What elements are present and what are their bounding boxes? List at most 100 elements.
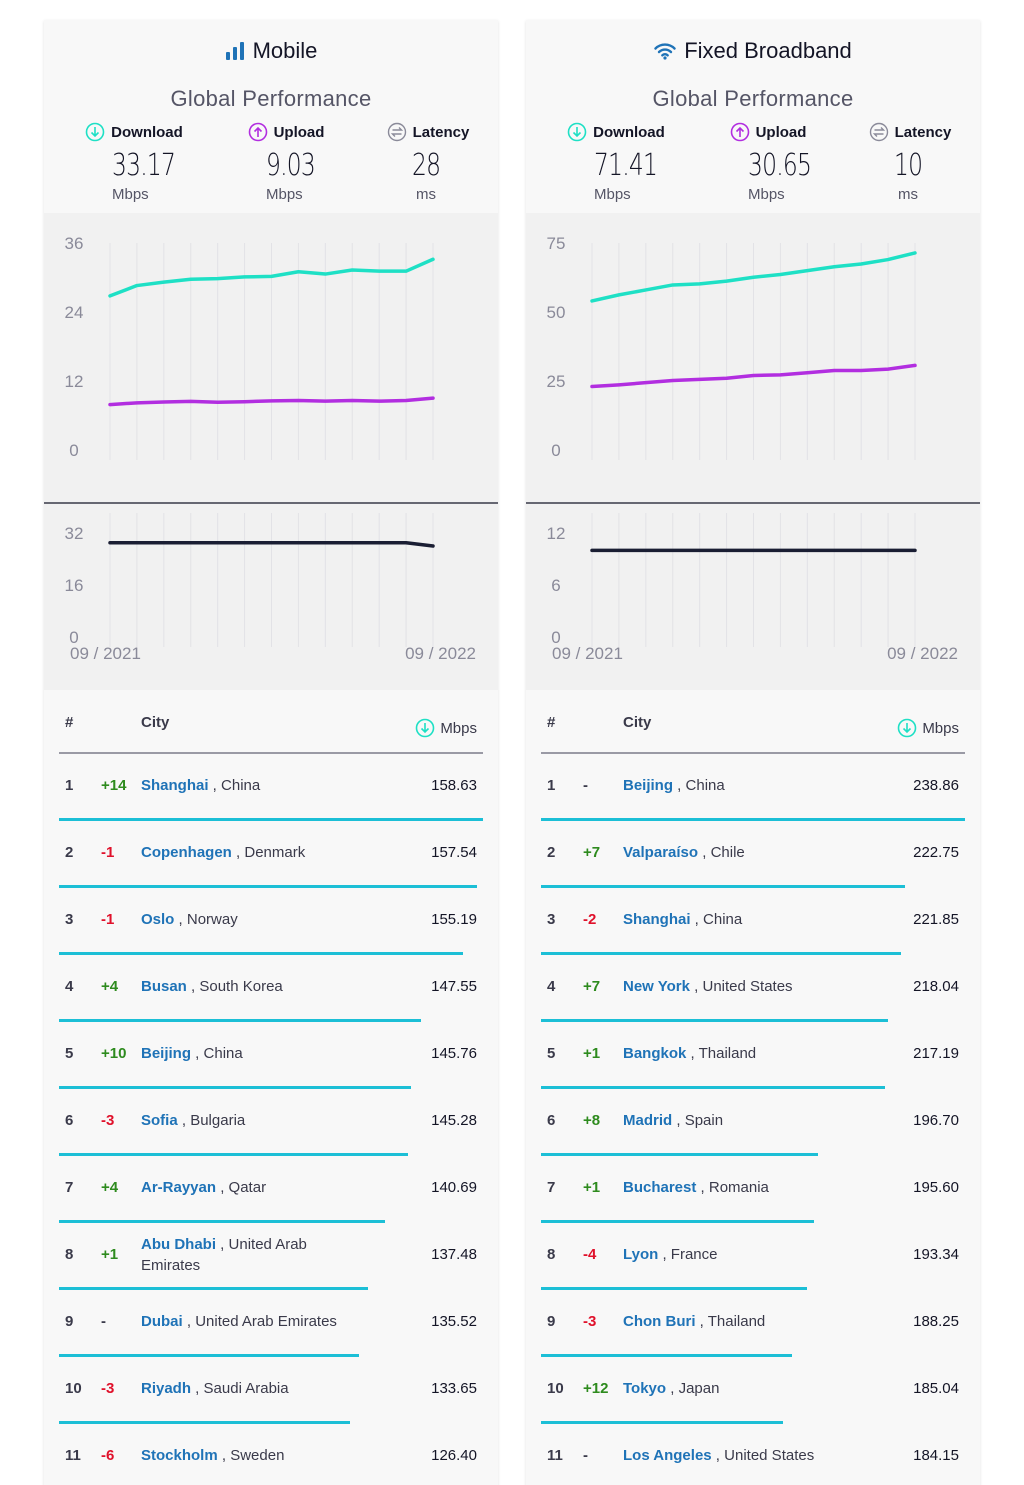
table-row[interactable]: 2 +7 Valparaíso , Chile 222.75 — [541, 821, 965, 888]
row-city: New York , United States — [623, 955, 833, 1018]
table-row[interactable]: 11 -6 Stockholm , Sweden 126.40 — [59, 1424, 483, 1485]
city-header[interactable]: City — [141, 714, 170, 731]
chart-svg: 0 25 50 75 0 6 12 09 / 2021 09 / 2022 — [526, 234, 980, 663]
row-city: Tokyo , Japan — [623, 1357, 833, 1420]
city-link[interactable]: New York — [623, 978, 690, 995]
city-header[interactable]: City — [623, 714, 652, 731]
row-city: Shanghai , China — [623, 888, 833, 951]
upload-value: 30.65 — [748, 148, 812, 183]
city-separator: , — [695, 1313, 708, 1330]
row-rank-change: -1 — [101, 911, 115, 928]
table-row[interactable]: 3 -1 Oslo , Norway 155.19 — [59, 888, 483, 955]
series-upload-line[interactable] — [590, 363, 917, 389]
table-row[interactable]: 8 -4 Lyon , France 193.34 — [541, 1223, 965, 1290]
city-separator: , — [191, 1380, 204, 1397]
signal-bars-icon — [225, 42, 244, 60]
row-rank: 9 — [547, 1313, 556, 1330]
city-link[interactable]: Stockholm — [141, 1447, 218, 1464]
city-link[interactable]: Madrid — [623, 1112, 673, 1129]
table-row[interactable]: 4 +7 New York , United States 218.04 — [541, 955, 965, 1022]
table-row[interactable]: 8 +1 Abu Dhabi , United Arab Emirates 137.4… — [59, 1223, 483, 1290]
table-row[interactable]: 6 -3 Sofia , Bulgaria 145.28 — [59, 1089, 483, 1156]
country-name: Thailand — [707, 1313, 766, 1330]
row-rank-change: +14 — [101, 777, 127, 794]
country-name: Norway — [186, 911, 238, 928]
city-link[interactable]: Riyadh — [141, 1380, 192, 1397]
city-link[interactable]: Bucharest — [623, 1179, 697, 1196]
city-link[interactable]: Sofia — [141, 1112, 178, 1129]
table-row[interactable]: 9 -3 Chon Buri , Thailand 188.25 — [541, 1290, 965, 1357]
row-speed: 145.76 — [431, 1045, 477, 1062]
speed-bar — [541, 1287, 808, 1290]
table-row[interactable]: 4 +4 Busan , South Korea 147.55 — [59, 955, 483, 1022]
row-speed: 195.60 — [913, 1179, 959, 1196]
download-arrow-icon — [416, 718, 435, 738]
speed-header[interactable]: Mbps — [897, 718, 959, 738]
row-speed: 158.63 — [431, 777, 477, 794]
table-row[interactable]: 11 - Los Angeles , United States 184.15 — [541, 1424, 965, 1485]
row-speed: 145.28 — [431, 1112, 477, 1129]
city-link[interactable]: Lyon — [623, 1246, 659, 1263]
row-speed: 147.55 — [431, 978, 477, 995]
row-city: Valparaíso , Chile — [623, 821, 833, 884]
speed-bar — [59, 1354, 359, 1357]
series-upload-line[interactable] — [108, 396, 435, 407]
row-rank: 5 — [547, 1045, 556, 1062]
table-row[interactable]: 10 -3 Riyadh , Saudi Arabia 133.65 — [59, 1357, 483, 1424]
latency-y-tick-label: 32 — [65, 524, 84, 543]
city-link[interactable]: Busan — [141, 978, 187, 995]
country-name: Qatar — [228, 1179, 267, 1196]
row-rank-change: +10 — [101, 1045, 127, 1062]
table-row[interactable]: 7 +1 Bucharest , Romania 195.60 — [541, 1156, 965, 1223]
table-row[interactable]: 10 +12 Tokyo , Japan 185.04 — [541, 1357, 965, 1424]
row-rank-change: +4 — [101, 978, 119, 995]
table-row[interactable]: 9 - Dubai , United Arab Emirates 135.52 — [59, 1290, 483, 1357]
row-rank: 1 — [547, 777, 556, 794]
city-link[interactable]: Abu Dhabi — [141, 1235, 216, 1253]
series-latency-line[interactable] — [108, 541, 435, 548]
latency-metric: Latency 10 ms — [840, 122, 980, 212]
row-speed: 196.70 — [913, 1112, 959, 1129]
table-row[interactable]: 5 +1 Bangkok , Thailand 217.19 — [541, 1022, 965, 1089]
city-link[interactable]: Valparaíso — [623, 844, 699, 861]
city-separator: , — [216, 1235, 229, 1253]
row-rank-change: +1 — [101, 1246, 119, 1263]
city-link[interactable]: Shanghai — [623, 911, 691, 928]
city-link[interactable]: Copenhagen — [141, 844, 232, 861]
speed-bar — [541, 1354, 793, 1357]
row-speed: 193.34 — [913, 1246, 959, 1263]
country-name: Thailand — [698, 1045, 757, 1062]
city-separator: , — [191, 1045, 204, 1062]
series-download-line[interactable] — [590, 251, 917, 303]
country-name: Bulgaria — [190, 1112, 246, 1129]
city-link[interactable]: Dubai — [141, 1313, 183, 1330]
city-link[interactable]: Beijing — [141, 1045, 192, 1062]
country-name: China — [703, 911, 743, 928]
city-link[interactable]: Chon Buri — [623, 1313, 696, 1330]
speed-bar — [59, 1421, 350, 1424]
city-link[interactable]: Bangkok — [623, 1045, 687, 1062]
series-download-line[interactable] — [108, 257, 435, 298]
table-row[interactable]: 6 +8 Madrid , Spain 196.70 — [541, 1089, 965, 1156]
row-city: Beijing , China — [141, 1022, 351, 1085]
wifi-icon — [654, 43, 676, 60]
speed-header[interactable]: Mbps — [415, 718, 477, 738]
row-speed: 157.54 — [431, 844, 477, 861]
panel-title-text: Mobile — [252, 38, 318, 63]
city-link[interactable]: Ar-Rayyan — [141, 1179, 217, 1196]
city-link[interactable]: Shanghai — [141, 777, 209, 794]
latency-unit: ms — [898, 186, 918, 203]
table-row[interactable]: 1 +14 Shanghai , China 158.63 — [59, 754, 483, 821]
table-row[interactable]: 1 - Beijing , China 238.86 — [541, 754, 965, 821]
table-row[interactable]: 2 -1 Copenhagen , Denmark 157.54 — [59, 821, 483, 888]
rank-header: # — [547, 714, 556, 731]
table-row[interactable]: 7 +4 Ar-Rayyan , Qatar 140.69 — [59, 1156, 483, 1223]
table-row[interactable]: 5 +10 Beijing , China 145.76 — [59, 1022, 483, 1089]
city-link[interactable]: Oslo — [141, 911, 175, 928]
download-arrow-icon — [898, 718, 917, 738]
city-link[interactable]: Beijing — [623, 777, 674, 794]
table-row[interactable]: 3 -2 Shanghai , China 221.85 — [541, 888, 965, 955]
city-link[interactable]: Los Angeles — [623, 1447, 712, 1464]
city-link[interactable]: Tokyo — [623, 1380, 667, 1397]
row-speed: 185.04 — [913, 1380, 959, 1397]
